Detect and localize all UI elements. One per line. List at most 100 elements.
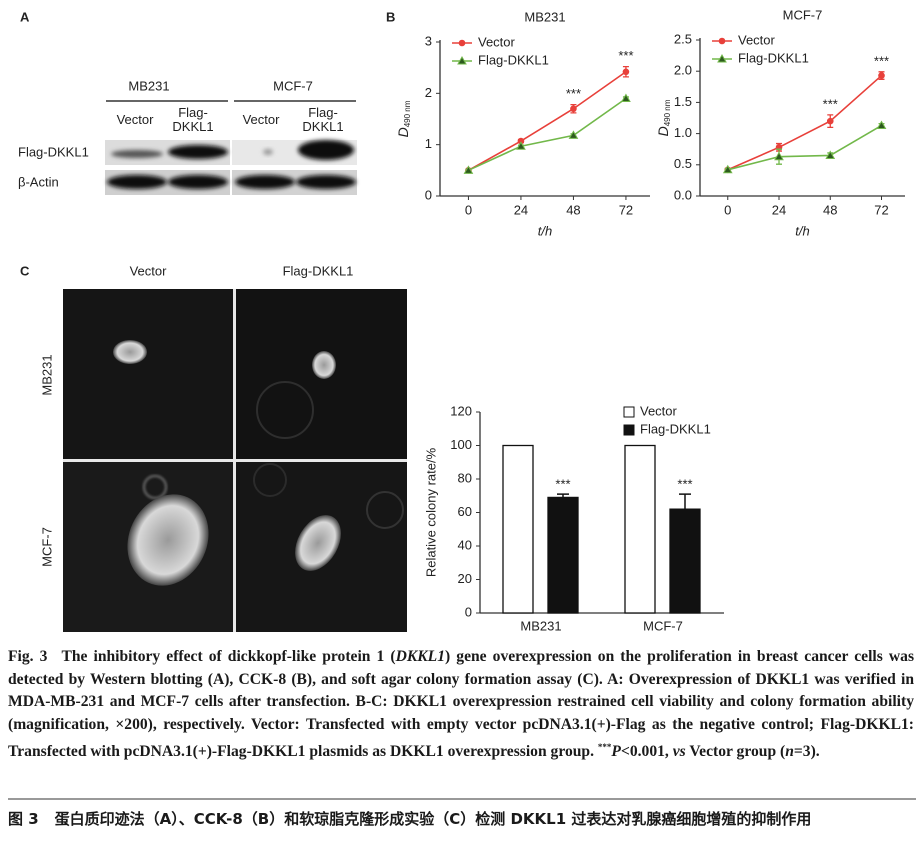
caption-text: <0.001, bbox=[620, 743, 673, 761]
y-tick-label: 0 bbox=[465, 604, 472, 619]
marker bbox=[878, 72, 885, 79]
y-tick-label: 20 bbox=[458, 571, 472, 586]
lane-label: Flag-DKKL1 bbox=[172, 105, 214, 134]
caption-text: P bbox=[611, 743, 621, 761]
series-line bbox=[727, 74, 883, 171]
panel-label: B bbox=[386, 9, 395, 24]
marker bbox=[774, 151, 784, 161]
legend-label: Flag-DKKL1 bbox=[478, 52, 549, 67]
series-line bbox=[468, 97, 627, 172]
marker bbox=[570, 105, 577, 113]
caption-text: The inhibitory effect of dickkopf-like p… bbox=[61, 648, 396, 665]
row-label: MB231 bbox=[39, 354, 54, 395]
annotation: *** bbox=[823, 96, 838, 111]
x-tick-label: 72 bbox=[874, 202, 888, 217]
y-label-main: D bbox=[395, 127, 411, 137]
cell-ring bbox=[142, 474, 168, 500]
band bbox=[168, 145, 228, 159]
blot-row-label: β-Actin bbox=[18, 174, 59, 189]
x-tick-label: 72 bbox=[619, 202, 633, 217]
y-tick-label: 2.5 bbox=[674, 31, 692, 46]
lane-label: Vector bbox=[116, 112, 154, 127]
lane-label: Vector bbox=[242, 112, 280, 127]
y-axis-label: D490 nm bbox=[395, 100, 412, 137]
caption-en: Fig. 3 The inhibitory effect of dickkopf-… bbox=[8, 646, 914, 764]
annotation: *** bbox=[618, 48, 633, 63]
x-axis-label: t/h bbox=[795, 223, 809, 238]
caption-text: DKKL1 bbox=[395, 648, 445, 665]
error-bar bbox=[679, 493, 691, 510]
y-tick-label: 60 bbox=[458, 504, 472, 519]
caption-text: vs bbox=[672, 743, 686, 761]
x-tick-label: 24 bbox=[514, 202, 528, 217]
legend-marker bbox=[458, 39, 466, 47]
legend-label: Vector bbox=[640, 403, 678, 418]
x-tick-label: 48 bbox=[823, 202, 837, 217]
band bbox=[235, 175, 295, 189]
y-tick-label: 2.0 bbox=[674, 63, 692, 78]
panel-label: A bbox=[20, 9, 30, 24]
y-tick-label: 0.5 bbox=[674, 156, 692, 171]
legend-marker bbox=[717, 53, 727, 63]
band bbox=[107, 175, 167, 189]
series-line bbox=[727, 124, 882, 171]
band bbox=[263, 149, 273, 155]
micrograph bbox=[63, 289, 233, 459]
marker bbox=[621, 93, 631, 102]
bar bbox=[624, 444, 656, 614]
y-tick-label: 3 bbox=[425, 33, 432, 48]
bar bbox=[547, 496, 579, 614]
lane-label: Flag-DKKL1 bbox=[302, 105, 344, 134]
blot-group: MCF-7 bbox=[273, 78, 313, 93]
x-tick-label: 48 bbox=[566, 202, 580, 217]
legend-label: Flag-DKKL1 bbox=[640, 421, 711, 436]
colony bbox=[312, 351, 336, 379]
y-axis-label: D490 nm bbox=[655, 99, 672, 136]
caption-text: 蛋白质印迹法（A）、CCK-8（B）和软琼脂克隆形成实验（C）检测 DKKL1 … bbox=[54, 810, 812, 828]
x-axis-label: t/h bbox=[538, 223, 552, 238]
caption-zh: 图 3 蛋白质印迹法（A）、CCK-8（B）和软琼脂克隆形成实验（C）检测 DKK… bbox=[8, 808, 914, 831]
cell-ring bbox=[366, 491, 404, 529]
colony bbox=[113, 340, 147, 364]
blot-group: MB231 bbox=[128, 78, 169, 93]
chart-title: MCF-7 bbox=[783, 7, 823, 22]
y-tick-label: 0 bbox=[425, 187, 432, 202]
x-tick-label: 0 bbox=[724, 202, 731, 217]
legend-marker bbox=[457, 55, 467, 65]
y-tick-label: 120 bbox=[450, 403, 472, 418]
legend-swatch bbox=[623, 424, 635, 436]
y-tick-label: 0.0 bbox=[674, 187, 692, 202]
x-tick-label: MCF-7 bbox=[643, 618, 683, 633]
column-label: Vector bbox=[130, 263, 168, 278]
y-tick-label: 100 bbox=[450, 437, 472, 452]
y-axis-label: Relative colony rate/% bbox=[423, 447, 438, 577]
legend-label: Vector bbox=[478, 34, 516, 49]
legend-label: Vector bbox=[738, 32, 776, 47]
y-label-main: D bbox=[655, 126, 671, 136]
colony bbox=[295, 515, 341, 571]
legend-marker bbox=[718, 37, 726, 45]
fig-label: 图 3 bbox=[8, 810, 39, 828]
y-label-sub: 490 nm bbox=[663, 99, 672, 126]
y-tick-label: 1.0 bbox=[674, 125, 692, 140]
fig-label: Fig. 3 bbox=[8, 648, 48, 665]
caption-text: ) gene overexpression on the proliferati… bbox=[8, 648, 915, 761]
marker bbox=[876, 120, 887, 129]
column-label: Flag-DKKL1 bbox=[283, 263, 354, 278]
x-tick-label: 0 bbox=[465, 202, 472, 217]
marker bbox=[568, 130, 579, 139]
marker bbox=[463, 165, 474, 174]
chart-title: MB231 bbox=[524, 9, 565, 24]
annotation: *** bbox=[677, 477, 692, 492]
band bbox=[298, 140, 354, 160]
marker bbox=[516, 141, 526, 150]
band bbox=[111, 150, 163, 158]
band bbox=[168, 175, 228, 189]
x-tick-label: MB231 bbox=[520, 618, 561, 633]
y-tick-label: 1 bbox=[425, 136, 432, 151]
bar bbox=[669, 508, 701, 614]
marker bbox=[826, 117, 834, 125]
y-label-sub: 490 nm bbox=[403, 100, 412, 127]
